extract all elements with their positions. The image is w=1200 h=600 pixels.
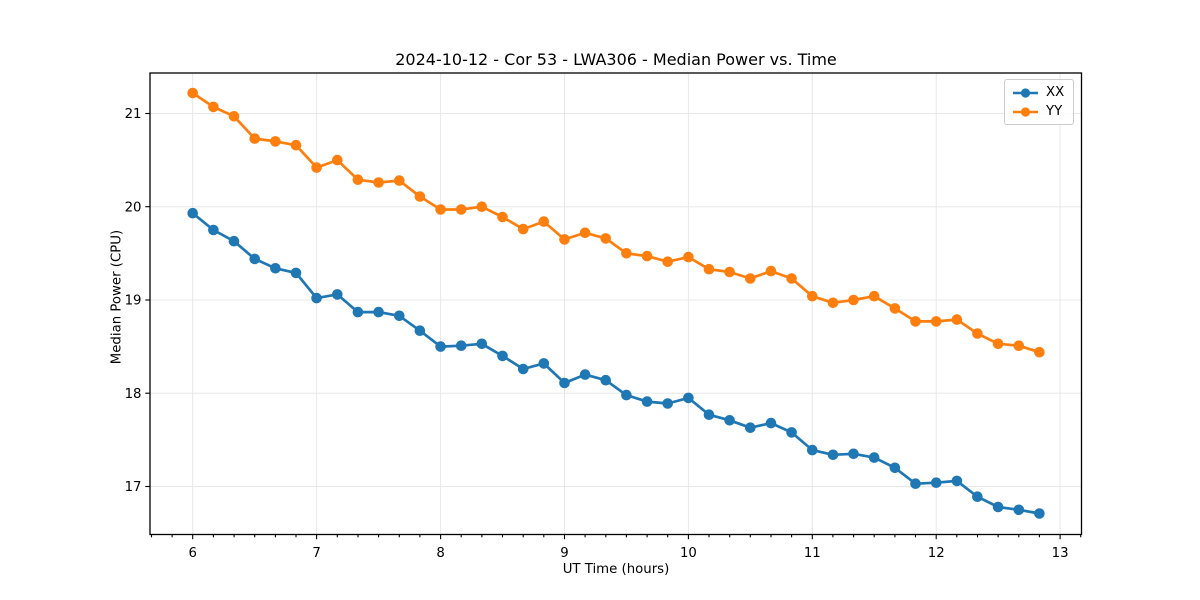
legend-line-marker-icon bbox=[1013, 87, 1038, 98]
series-XX-markers bbox=[187, 207, 1045, 519]
legend-item-xx: XX bbox=[1012, 84, 1064, 101]
svg-text:18: 18 bbox=[125, 387, 142, 402]
svg-text:9: 9 bbox=[560, 546, 568, 561]
grid bbox=[150, 73, 1082, 535]
series-YY-line bbox=[191, 91, 1041, 354]
svg-text:6: 6 bbox=[188, 546, 196, 561]
series-YY-markers bbox=[187, 87, 1045, 358]
legend-item-yy: YY bbox=[1012, 103, 1064, 120]
x-tick-labels: 6 7 8 9 10 11 12 13 bbox=[188, 546, 1068, 561]
ticks bbox=[145, 112, 1082, 540]
x-axis-label: UT Time (hours) bbox=[562, 562, 670, 577]
svg-text:12: 12 bbox=[928, 546, 945, 561]
svg-text:10: 10 bbox=[680, 546, 697, 561]
svg-text:8: 8 bbox=[436, 546, 444, 561]
legend-line-marker-icon bbox=[1013, 106, 1038, 117]
svg-text:21: 21 bbox=[125, 107, 142, 122]
y-axis-label: Median Power (CPU) bbox=[109, 229, 125, 365]
legend: XX YY bbox=[1004, 79, 1075, 125]
svg-text:20: 20 bbox=[125, 200, 142, 215]
plot-border bbox=[149, 72, 1083, 536]
svg-text:19: 19 bbox=[125, 294, 142, 309]
svg-text:11: 11 bbox=[804, 546, 821, 561]
chart-title: 2024-10-12 - Cor 53 - LWA306 - Median Po… bbox=[395, 50, 837, 69]
legend-label-xx: XX bbox=[1046, 85, 1065, 100]
series-XX-line bbox=[191, 211, 1041, 515]
svg-text:13: 13 bbox=[1052, 546, 1069, 561]
y-tick-labels: 17 18 19 20 21 bbox=[125, 107, 142, 495]
svg-text:17: 17 bbox=[125, 480, 142, 495]
svg-text:7: 7 bbox=[312, 546, 320, 561]
legend-label-yy: YY bbox=[1046, 104, 1063, 119]
